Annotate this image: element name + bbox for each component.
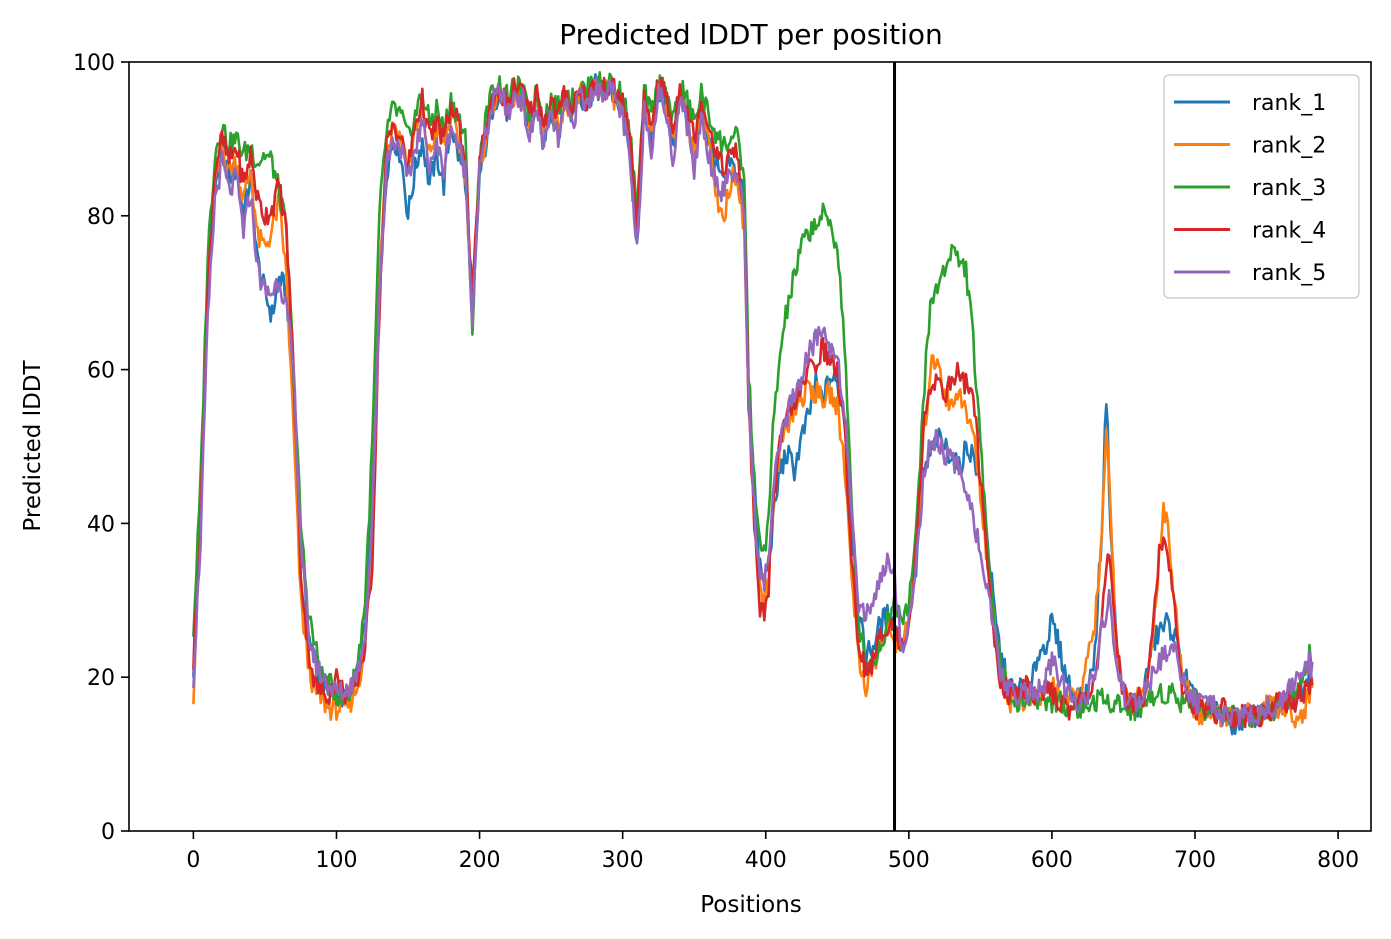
y-tick-label: 80 bbox=[87, 205, 115, 230]
legend-label-rank_5: rank_5 bbox=[1252, 261, 1326, 286]
x-tick-label: 200 bbox=[459, 848, 501, 873]
x-axis-label: Positions bbox=[700, 892, 802, 918]
y-tick-label: 100 bbox=[73, 51, 115, 76]
x-tick-label: 300 bbox=[602, 848, 644, 873]
x-tick-label: 800 bbox=[1317, 848, 1359, 873]
y-tick-label: 40 bbox=[87, 512, 115, 537]
legend-label-rank_4: rank_4 bbox=[1252, 219, 1326, 244]
legend-label-rank_1: rank_1 bbox=[1252, 91, 1326, 116]
y-axis: 0 20 40 60 80 100 bbox=[73, 51, 129, 845]
series-line-rank_3 bbox=[192, 70, 1314, 729]
legend-label-rank_3: rank_3 bbox=[1252, 176, 1326, 201]
y-tick-label: 0 bbox=[101, 820, 115, 845]
legend-box bbox=[1163, 74, 1360, 299]
legend-label-rank_2: rank_2 bbox=[1252, 134, 1326, 159]
x-tick-label: 700 bbox=[1174, 848, 1216, 873]
y-tick-label: 20 bbox=[87, 666, 115, 691]
y-axis-label: Predicted lDDT bbox=[20, 359, 46, 531]
x-tick-label: 600 bbox=[1031, 848, 1073, 873]
x-tick-label: 400 bbox=[745, 848, 787, 873]
chart-title: Predicted lDDT per position bbox=[559, 18, 943, 51]
x-tick-label: 0 bbox=[186, 848, 200, 873]
series-line-rank_5 bbox=[192, 75, 1314, 728]
x-axis: 0 100 200 300 400 500 600 700 800 bbox=[186, 831, 1359, 873]
plot-area bbox=[192, 62, 1314, 831]
y-tick-label: 60 bbox=[87, 359, 115, 384]
plot-frame bbox=[128, 61, 1372, 832]
x-tick-label: 500 bbox=[888, 848, 930, 873]
legend: rank_1 rank_2 rank_3 rank_4 rank_5 bbox=[1163, 74, 1360, 299]
x-tick-label: 100 bbox=[315, 848, 357, 873]
